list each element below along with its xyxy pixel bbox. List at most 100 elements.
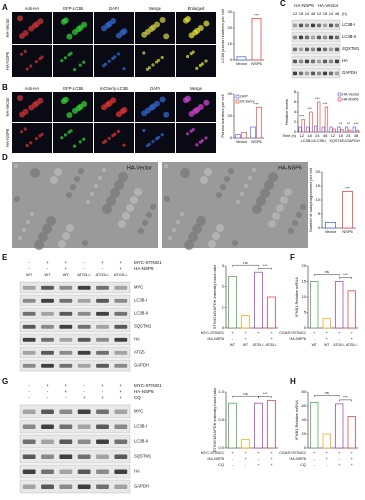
band-label: LC3B-I [134,298,147,303]
blot-strip [291,67,341,79]
micrograph [12,45,52,77]
y-axis-label: IFNB1 Relative mRNA [294,277,299,317]
em-texture [248,176,252,180]
blot-band [59,298,73,303]
em-texture [82,240,88,246]
condition-label: MYC-STING1 [201,331,224,335]
blot-band [292,47,298,52]
bar [347,290,356,329]
y-tick-label: 6 [294,99,297,104]
legend-swatch [235,94,240,99]
blot-band [77,298,91,303]
bar [250,126,256,139]
condition-mark: + [351,462,354,467]
cell-signal [116,52,120,56]
significance: *** [254,101,259,106]
blot-band [77,469,91,474]
condition-mark: + [257,450,260,455]
cell-signal [34,60,39,64]
x-tick-label: NSP6 [251,61,262,66]
blot-band [292,35,298,40]
x-tick-label: 12 [331,133,336,138]
condition-mark: + [244,330,247,335]
lane-mark: - [83,260,85,265]
cell-signal [101,25,107,32]
significance: *** [354,121,359,126]
cell-signal [203,99,210,106]
em-texture [228,168,234,174]
blot-band [41,324,54,329]
blot-band [96,298,109,303]
lane-mark: - [28,383,30,388]
cell-signal [101,104,107,111]
comparison-bracket [314,395,340,397]
em-texture [184,240,194,250]
blot-band [41,337,54,342]
blot-band [96,363,109,368]
blot-band [22,324,36,329]
bar [298,126,302,133]
lane-mark: - [28,395,30,400]
y-tick-label: 5 [304,310,307,315]
x-tick-label: Vector [236,139,248,144]
bar [321,126,325,133]
em-texture [14,196,20,202]
blot-band [304,23,310,28]
cell-signal [122,143,126,147]
cell-signal [191,128,195,132]
blot-band [22,424,36,429]
condition-mark: + [326,456,329,461]
column-label: mCherry-LC3B [100,86,128,91]
comparison-label: ns [325,390,329,395]
micrograph [53,45,93,77]
y-tick-label: 20 [228,113,233,118]
micrograph [12,123,52,153]
condition-label: CGAS+STING1 [279,331,306,335]
cell-signal [60,59,64,63]
image-label: HA-Vector [127,165,152,171]
em-texture [142,220,148,226]
cell-signal [150,103,157,110]
blot-band [41,484,54,489]
significance: *** [254,12,259,17]
condition-mark: + [351,330,354,335]
band-label: GAPDH [342,70,357,75]
em-texture [260,188,270,198]
comparison-bracket [339,277,352,279]
blot-band [298,59,304,64]
em-texture [122,212,130,220]
y-axis-label: Puncta numbers per cell [220,94,225,137]
condition-mark: - [339,456,341,461]
x-tick-label: 12 [300,133,305,138]
cell-signal [66,112,73,119]
genotype: WT [26,272,33,277]
em-texture [118,172,128,182]
cell-signal [72,107,78,114]
cell-signal [62,17,69,24]
time-label: 48 [335,11,340,16]
y-tick-label: 60 [302,403,307,408]
blot-band [310,35,316,40]
em-texture [216,224,224,232]
bar [310,402,319,449]
blot-band [322,35,328,40]
cell-signal [33,21,40,28]
em-texture [280,196,288,204]
column-label: Merge [149,6,162,11]
blot-band [59,350,73,355]
em-texture [204,168,212,176]
lane-mark: + [101,260,104,265]
blot-band [322,23,328,28]
cell-signal [186,54,190,59]
band-label: SQSTM1 [134,324,152,329]
lane-mark: - [102,389,104,394]
condition-mark: - [232,462,234,467]
column-label: Merge [190,86,203,91]
blot-band [334,71,340,76]
em-texture [264,180,274,190]
blot-band [114,337,128,342]
cell-signal [195,143,199,147]
blot-strip [19,320,131,333]
cell-signal [194,106,201,113]
